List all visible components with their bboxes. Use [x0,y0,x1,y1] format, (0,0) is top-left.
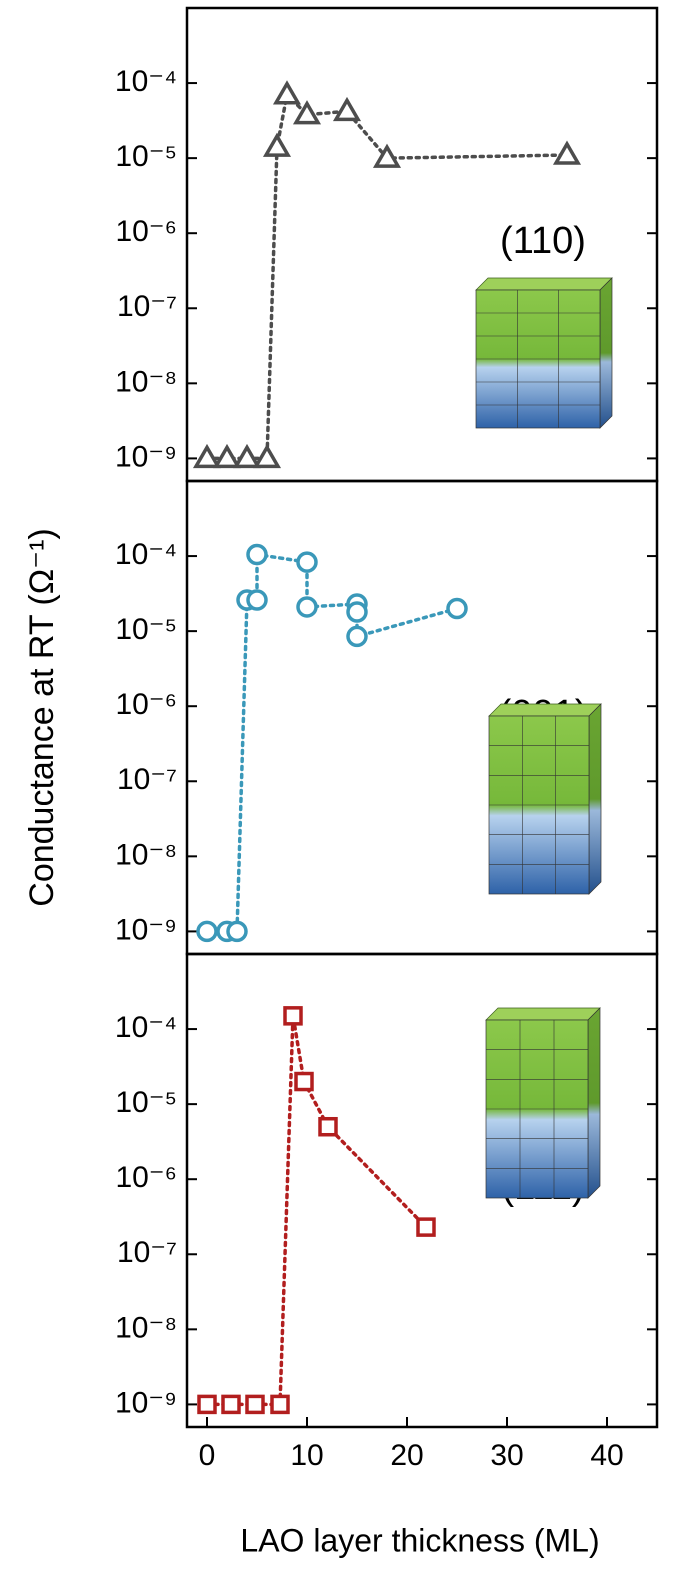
marker [197,1394,217,1415]
marker [226,920,248,943]
marker [272,80,302,105]
x-tick-label: 10 [290,1439,323,1472]
x-tick-label: 30 [490,1439,523,1472]
marker [212,443,242,469]
marker [262,132,292,157]
x-tick-label: 40 [590,1439,623,1472]
marker [372,143,402,168]
series-line [205,91,569,461]
marker [246,543,268,566]
marker [346,625,368,648]
marker [196,920,218,943]
cube-side [588,703,602,895]
x-tick-label: 20 [390,1439,423,1472]
y-tick-label: 10⁻⁹ [115,440,177,473]
cube-top [485,1007,601,1021]
marker [232,443,262,469]
marker [252,443,282,469]
marker [416,1217,436,1237]
marker [192,443,222,469]
x-axis-label: LAO layer thickness (ML) [240,1522,599,1558]
y-tick-label: 10⁻⁴ [115,65,177,98]
y-tick-label: 10⁻⁸ [115,365,177,398]
marker [318,1116,338,1137]
plot-frame [185,952,659,1429]
marker [346,601,368,623]
marker [221,1394,241,1415]
marker [270,1394,290,1415]
y-tick-label: 10⁻⁵ [115,140,177,173]
cube-side [599,277,613,429]
cube-side [587,1007,601,1199]
marker [332,96,362,122]
y-tick-label: 10⁻⁷ [117,1236,177,1269]
marker [552,140,582,165]
x-tick-label: 0 [199,1439,216,1472]
y-tick-label: 10⁻⁷ [117,290,177,323]
y-tick-label: 10⁻⁹ [115,1386,177,1419]
y-tick-label: 10⁻⁸ [115,1311,177,1344]
y-tick-label: 10⁻⁹ [115,913,177,946]
marker [292,100,322,125]
y-axis-label: Conductance at RT (Ω⁻¹) [23,528,61,906]
marker [296,551,318,573]
panel-label: (110) [500,220,586,262]
y-tick-label: 10⁻⁶ [115,1161,177,1194]
marker [294,1071,314,1092]
y-tick-label: 10⁻⁵ [115,613,177,646]
y-tick-label: 10⁻⁸ [115,838,177,871]
series-line [205,1015,428,1407]
y-tick-label: 10⁻⁶ [115,688,177,721]
marker [283,1006,303,1026]
y-tick-label: 10⁻⁷ [117,763,177,796]
marker [446,597,468,620]
y-tick-label: 10⁻⁴ [115,538,177,571]
marker [245,1394,265,1415]
cube-top [475,277,613,291]
series-line [205,552,459,934]
y-tick-label: 10⁻⁶ [115,215,177,248]
y-tick-label: 10⁻⁵ [115,1086,177,1119]
y-tick-label: 10⁻⁴ [115,1011,177,1044]
marker [296,596,318,618]
cube-top [488,703,602,717]
marker [246,589,268,611]
